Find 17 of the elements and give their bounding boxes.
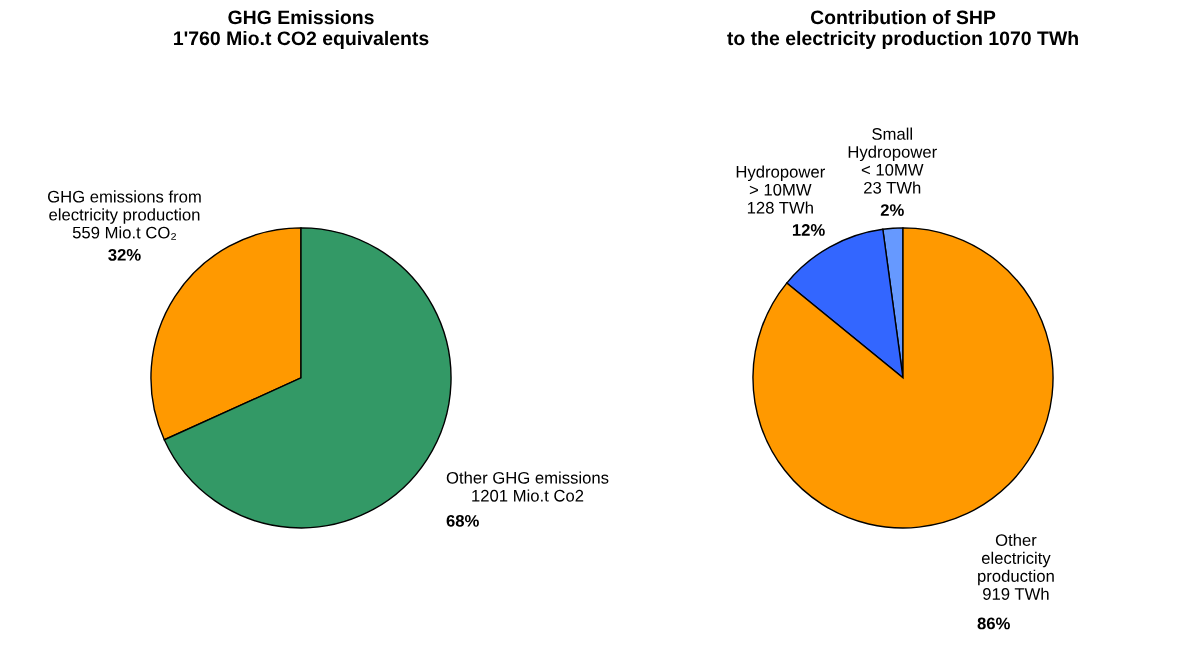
text: 68% xyxy=(446,514,479,527)
slice-label: Hydropower > 10MW xyxy=(736,165,825,196)
data-label: 559 Mio.t CO₂ xyxy=(72,226,176,240)
data-label: 919 TWh xyxy=(983,587,1049,600)
slice-label: Small Hydropower < 10MW xyxy=(848,127,937,176)
slice-label: Other GHG emissions xyxy=(446,471,609,484)
data-label: 128 TWh xyxy=(747,201,813,214)
text: 2% xyxy=(880,204,904,216)
text: 32% xyxy=(108,248,141,261)
text: 86% xyxy=(977,617,1010,630)
slice-label: Other electricity production xyxy=(978,533,1054,586)
text: 12% xyxy=(792,224,825,236)
chart-title: Contribution of SHP to the electricity production 1070 TWh xyxy=(727,9,1078,50)
chart-title: GHG Emissions 1'760 Mio.t CO2 equivalents xyxy=(174,9,429,50)
data-label: 23 TWh xyxy=(864,181,921,194)
slice-label: GHG emissions from electricity production xyxy=(48,190,201,224)
data-label: 1201 Mio.t Co2 xyxy=(472,489,584,502)
